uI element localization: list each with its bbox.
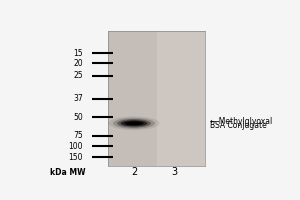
Ellipse shape [117, 119, 151, 128]
Text: 37: 37 [73, 94, 83, 103]
Text: BSA Conjugate: BSA Conjugate [210, 121, 266, 130]
Bar [157, 31, 205, 166]
Text: 20: 20 [73, 59, 83, 68]
Ellipse shape [113, 118, 155, 129]
Text: 75: 75 [73, 131, 83, 140]
Text: 2: 2 [131, 167, 137, 177]
Ellipse shape [127, 122, 141, 125]
Text: 100: 100 [68, 142, 83, 151]
Text: 15: 15 [73, 49, 83, 58]
Text: 3: 3 [172, 167, 178, 177]
Ellipse shape [124, 121, 144, 125]
Text: 50: 50 [73, 113, 83, 122]
Text: kDa MW: kDa MW [50, 168, 86, 177]
Bar [108, 31, 157, 166]
Ellipse shape [121, 120, 147, 126]
Text: 25: 25 [73, 71, 83, 80]
Ellipse shape [130, 122, 138, 124]
Text: 150: 150 [68, 153, 83, 162]
Ellipse shape [108, 116, 160, 130]
Text: ← Methylglyoxal: ← Methylglyoxal [210, 117, 272, 126]
